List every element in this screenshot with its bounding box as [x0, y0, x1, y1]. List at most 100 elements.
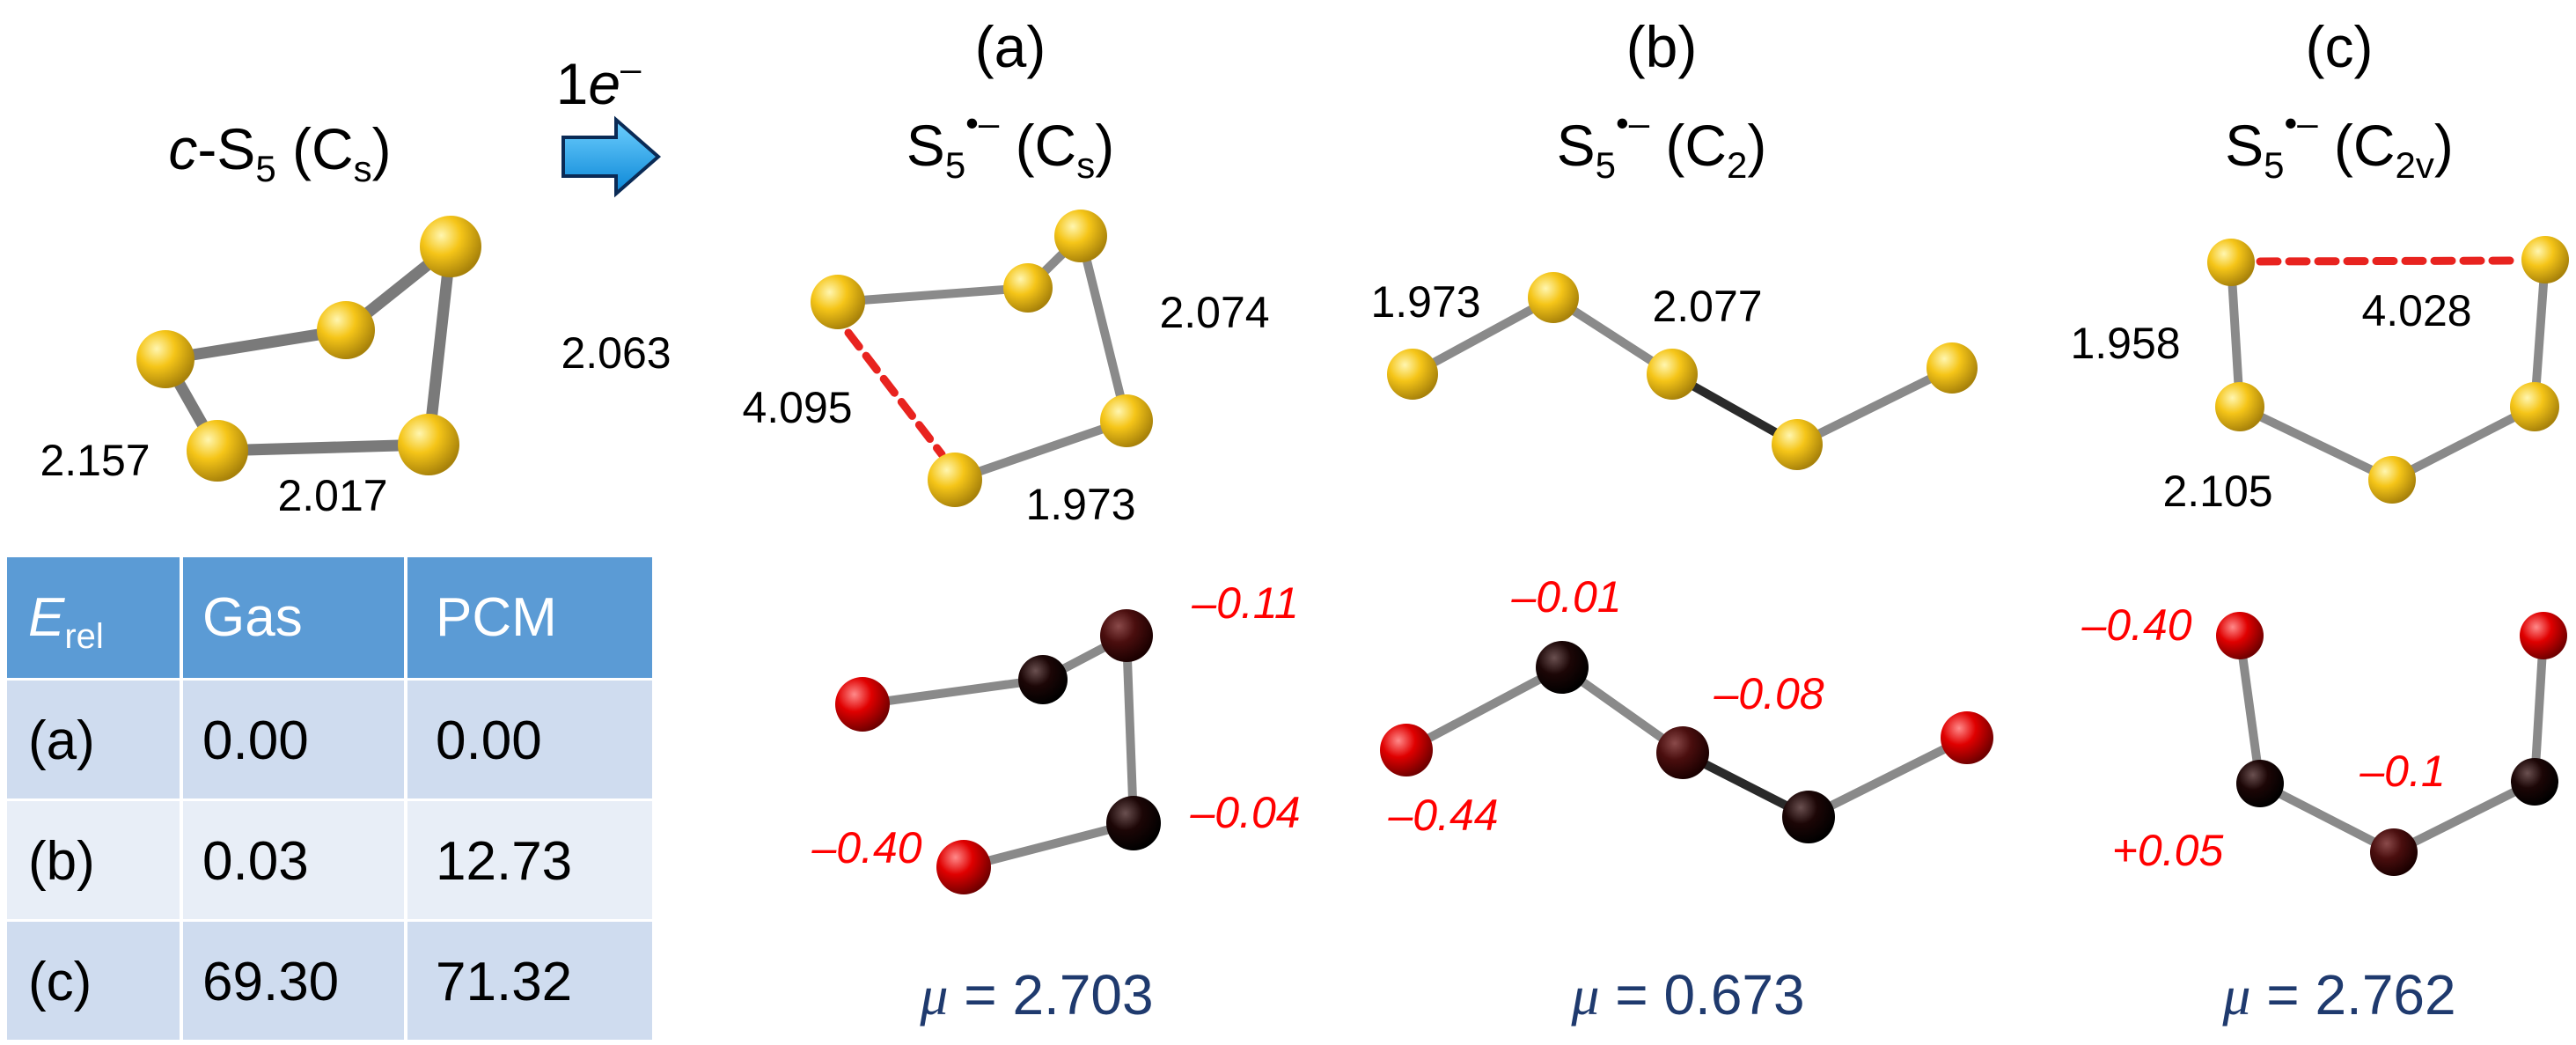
bond — [1402, 663, 1567, 754]
charges-c — [2216, 612, 2567, 876]
bond-length-label: 2.077 — [1652, 282, 1762, 331]
charge-label: –0.1 — [2359, 747, 2445, 796]
atom-charge-red — [2216, 612, 2264, 659]
charge-label: –0.11 — [1191, 578, 1298, 628]
atom-charge-dark — [1100, 609, 1153, 662]
table-header-gas: Gas — [202, 587, 303, 648]
geometry-a — [811, 210, 1153, 507]
structure-formula: S5•– (C2) — [1557, 102, 1767, 186]
structure-label: (c) — [2306, 14, 2374, 79]
bond — [950, 416, 1131, 484]
bond-length-label: 2.157 — [40, 436, 150, 485]
sulfur-atom — [2215, 382, 2264, 431]
bond-length-label: 4.095 — [742, 383, 852, 432]
bond-length-label: 1.973 — [1025, 480, 1135, 529]
sulfur-atom — [1100, 394, 1153, 447]
bond-length-label: 1.958 — [2070, 319, 2180, 368]
structure-a: (a) S5•– (Cs) 2.074 4.095 1.973 — [742, 14, 1300, 1027]
right-arrow-icon — [561, 115, 662, 198]
reactant-bonds — [159, 240, 457, 457]
sulfur-atom — [1528, 272, 1579, 323]
atom-charge-dark — [1018, 655, 1068, 704]
reactant-structure: c-S5 (Cs) 2.063 2.157 2.017 — [40, 116, 671, 520]
bond-length-label: 1.973 — [1370, 277, 1480, 327]
atom-charge-dark — [2511, 758, 2558, 806]
sulfur-atom — [1926, 342, 1978, 394]
atom-charge-dark — [2370, 828, 2418, 876]
bond — [1076, 232, 1131, 425]
atom-charge-dark — [1782, 791, 1835, 843]
sulfur-atom — [2510, 382, 2559, 431]
bond-length-label: 2.105 — [2162, 467, 2272, 516]
atom-charge-red — [1941, 711, 1993, 764]
structure-b: (b) S5•– (C2) 1.973 2.077 –0.01 — [1370, 14, 1993, 1027]
sulfur-atom — [2521, 236, 2569, 283]
sulfur-atom — [420, 216, 481, 277]
sulfur-atom — [2207, 239, 2255, 286]
bond — [422, 240, 457, 451]
charge-label: –0.01 — [1510, 572, 1621, 622]
atom-charge-red — [1380, 724, 1433, 776]
structure-label: (b) — [1626, 14, 1698, 79]
table-header-pcm: PCM — [436, 587, 557, 648]
table-row — [7, 801, 652, 919]
table-cell: (c) — [28, 952, 92, 1012]
bond-length-label: 2.074 — [1159, 288, 1269, 337]
charge-label: –0.08 — [1713, 669, 1824, 718]
dashed-bond — [844, 328, 946, 459]
sulfur-atom — [187, 420, 248, 482]
charge-label: –0.04 — [1189, 788, 1300, 837]
table-cell: 71.32 — [436, 952, 572, 1012]
geometry-b — [1387, 272, 1978, 470]
bond — [1793, 364, 1956, 449]
bond-length-label: 2.017 — [277, 471, 387, 520]
table-cell: (a) — [28, 710, 95, 771]
table-cell: 0.03 — [202, 831, 309, 892]
atom-charge-dark — [1106, 796, 1161, 850]
structure-c: (c) S5•– (C2v) 4.028 1.958 2.105 — [2070, 14, 2569, 1027]
dipole-moment: μ = 2.762 — [2221, 963, 2455, 1027]
bond-length-label: 2.063 — [561, 328, 671, 378]
sulfur-atom — [317, 301, 375, 359]
bond — [2256, 779, 2398, 857]
table-row — [7, 681, 652, 798]
bond — [2235, 631, 2264, 788]
charge-label: –0.40 — [811, 823, 921, 872]
reactant-atoms — [136, 216, 481, 482]
structure-label: (a) — [975, 14, 1046, 79]
table-cell: (b) — [28, 831, 95, 892]
bond-length-label: 4.028 — [2361, 286, 2471, 335]
atom-charge-dark — [1536, 641, 1589, 694]
sulfur-atom — [811, 275, 865, 329]
sulfur-atom — [1054, 210, 1107, 262]
table-cell: 69.30 — [202, 952, 339, 1012]
sulfur-atom — [2368, 456, 2416, 504]
energy-table: Erel Gas PCM (a) 0.00 0.00 (b) 0.03 12.7… — [7, 557, 652, 1040]
bond — [2388, 402, 2539, 484]
bond — [2389, 777, 2539, 857]
dipole-moment: μ = 2.703 — [919, 963, 1153, 1027]
charge-label: –0.40 — [2081, 600, 2191, 650]
structure-formula: S5•– (Cs) — [906, 102, 1114, 186]
sulfur-atom — [1387, 349, 1438, 400]
sulfur-atom — [136, 330, 194, 388]
atom-charge-dark — [1656, 726, 1709, 779]
charges-b — [1380, 641, 1993, 843]
sulfur-atom — [1003, 263, 1053, 313]
bond — [159, 324, 352, 365]
structure-formula: S5•– (C2v) — [2225, 102, 2454, 186]
table-cell: 12.73 — [436, 831, 572, 892]
bond — [1804, 733, 1971, 821]
bond — [833, 283, 1032, 306]
charges-a — [835, 609, 1161, 894]
bond — [211, 438, 435, 457]
table-header-erel: Erel — [28, 587, 104, 656]
arrow-label: 1e– — [556, 48, 642, 116]
table-row — [7, 922, 652, 1040]
bond — [959, 819, 1138, 872]
bond — [2530, 631, 2548, 786]
bond — [858, 675, 1047, 709]
bond — [1408, 293, 1558, 379]
atom-charge-red — [936, 840, 991, 894]
